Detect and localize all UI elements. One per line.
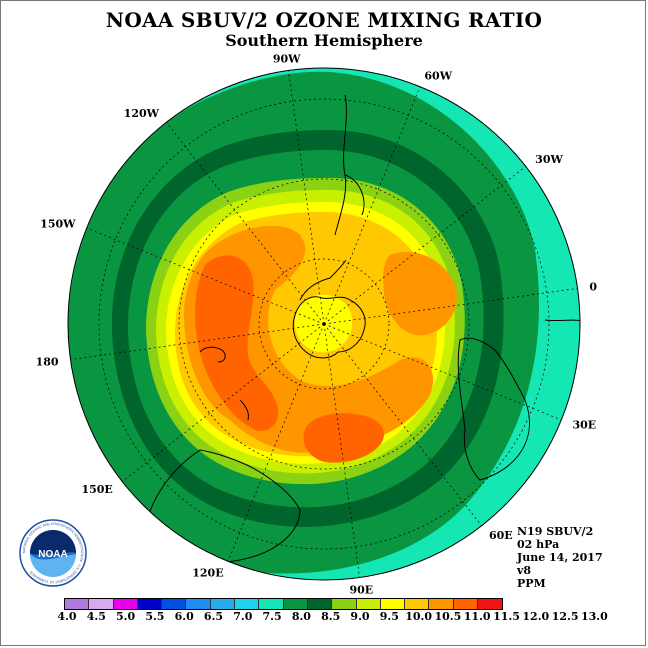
color-scale-tick: 6.5 xyxy=(203,610,224,623)
longitude-label: 180 xyxy=(36,355,59,368)
logo-text: NOAA xyxy=(38,549,67,560)
color-scale-tick: 9.0 xyxy=(350,610,370,623)
color-scale-tick: 11.0 xyxy=(463,610,491,623)
longitude-labels: 90W 60W 30W 0 30E 60E 90E 120E 150E 180 150W 120W xyxy=(36,53,598,597)
noaa-logo: NOAA NATIONAL OCEANIC AND ATMOSPHERIC AD… xyxy=(18,518,88,592)
longitude-label: 60W xyxy=(424,70,452,83)
color-scale-tick: 13.0 xyxy=(580,610,608,623)
color-scale-tick: 10.5 xyxy=(434,610,462,623)
longitude-label: 90W xyxy=(273,53,301,66)
color-scale-swatch xyxy=(380,599,406,609)
color-scale-tick: 8.5 xyxy=(321,610,341,623)
color-scale-ticks: 4.0 4.5 5.0 5.5 6.0 6.5 7.0 7.5 8.0 8.5 9.0 9.5 10.0… xyxy=(52,610,612,624)
coastline-africa-north xyxy=(544,319,580,323)
color-scale-tick: 9.5 xyxy=(379,610,399,623)
map-subtitle: Southern Hemisphere xyxy=(225,31,423,50)
field-band-12-0-west xyxy=(195,255,279,431)
color-scale-tick: 4.0 xyxy=(57,610,77,623)
longitude-label: 90E xyxy=(349,583,373,596)
coastline-south-america xyxy=(334,94,365,236)
color-scale-tick: 7.0 xyxy=(233,610,253,623)
latitude-circle-outer xyxy=(98,98,550,550)
coastline-peninsula xyxy=(299,259,347,301)
color-scale-tick: 8.0 xyxy=(291,610,311,623)
color-scale-tick: 11.5 xyxy=(493,610,520,623)
longitude-label: 150E xyxy=(81,483,112,496)
color-scale-swatch xyxy=(89,599,114,609)
map-boundary xyxy=(67,67,581,581)
longitude-label: 60E xyxy=(489,529,513,542)
map-title: NOAA SBUV/2 OZONE MIXING RATIO xyxy=(105,8,543,32)
ozone-contour-field xyxy=(68,68,580,580)
longitude-label: 120E xyxy=(192,566,223,579)
date-label: June 14, 2017 xyxy=(517,551,603,564)
color-scale-swatch xyxy=(453,599,479,609)
longitude-label: 150W xyxy=(40,218,76,231)
color-scale-swatch xyxy=(356,599,381,609)
coastline-new-zealand xyxy=(199,346,226,363)
coastline-antarctica xyxy=(292,296,366,359)
coastline-africa xyxy=(457,337,530,481)
color-scale-swatch xyxy=(65,599,90,609)
color-scale-swatch xyxy=(332,599,357,609)
color-scale-tick: 5.0 xyxy=(116,610,136,623)
color-scale-tick: 6.0 xyxy=(174,610,194,623)
color-scale-swatch xyxy=(210,599,236,609)
longitude-label: 30W xyxy=(535,153,563,166)
color-scale-tick: 12.0 xyxy=(522,610,550,623)
color-scale-swatch xyxy=(235,599,260,609)
coastline-tasmania xyxy=(239,399,249,421)
color-scale-tick: 7.5 xyxy=(262,610,282,623)
color-scale-swatch xyxy=(162,599,187,609)
metadata-block: N19 SBUV/2 02 hPa June 14, 2017 v8 PPM xyxy=(517,525,603,590)
graticule xyxy=(70,70,578,578)
longitude-label: 120W xyxy=(124,107,160,120)
instrument-label: N19 SBUV/2 xyxy=(517,525,594,538)
color-scale-tick: 12.5 xyxy=(551,610,579,623)
color-scale-swatch xyxy=(186,599,211,609)
field-band-12-0-south xyxy=(303,413,384,463)
color-scale-swatch xyxy=(113,599,138,609)
pressure-label: 02 hPa xyxy=(517,538,560,551)
color-scale-tick: 10.0 xyxy=(405,610,432,623)
color-scale-swatch xyxy=(478,599,503,609)
longitude-label: 30E xyxy=(572,418,596,431)
color-scale-bar xyxy=(64,598,504,610)
version-label: v8 xyxy=(517,564,532,577)
color-scale-swatch xyxy=(405,599,430,609)
color-scale-swatch xyxy=(429,599,454,609)
color-scale-swatch xyxy=(259,599,284,609)
color-scale-swatch xyxy=(283,599,308,609)
color-scale-swatch xyxy=(307,599,333,609)
color-scale-tick: 5.5 xyxy=(145,610,165,623)
latitude-circle-mid xyxy=(178,178,470,470)
latitude-circle-inner xyxy=(258,258,390,390)
longitude-label: 0 xyxy=(589,281,597,294)
units-label: PPM xyxy=(517,577,546,590)
color-scale-swatch xyxy=(137,599,163,609)
field-band-11-5-east xyxy=(383,251,457,336)
color-scale-tick: 4.5 xyxy=(86,610,106,623)
